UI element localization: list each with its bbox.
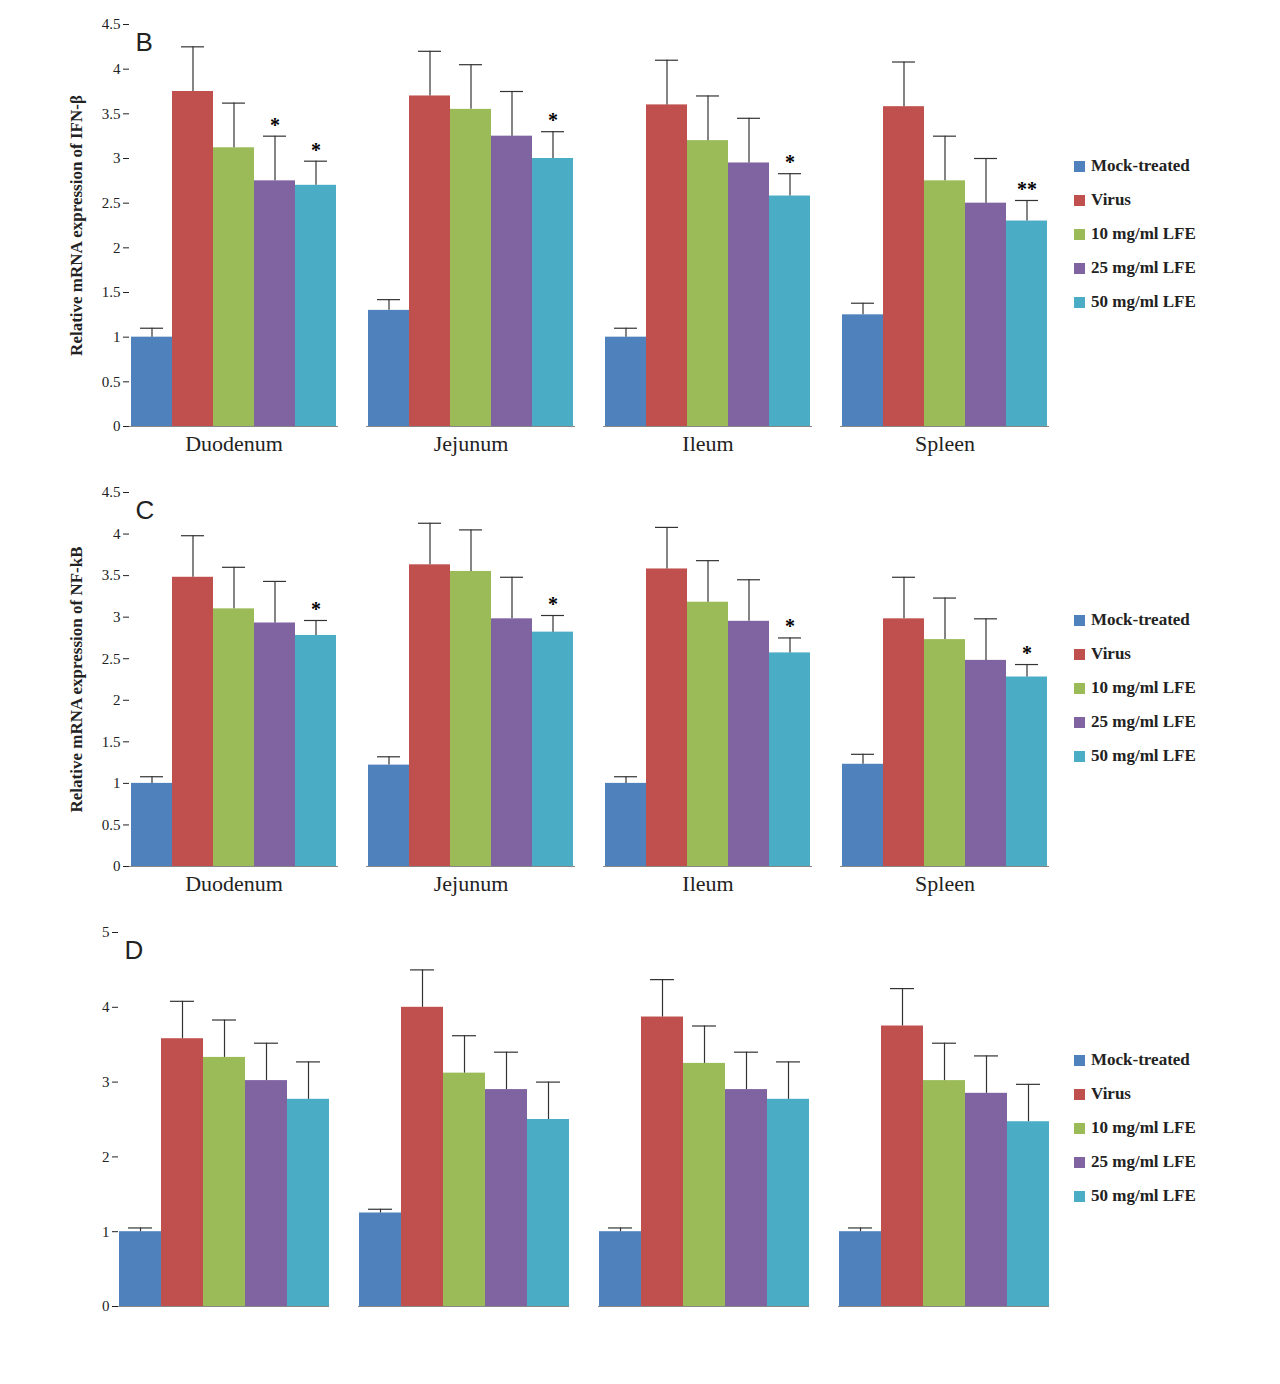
html-text:Virus: Virus — [1091, 1084, 1131, 1103]
svg-text:*: * — [548, 593, 558, 615]
svg-text:2.5: 2.5 — [102, 651, 121, 667]
svg-text:3: 3 — [113, 609, 121, 625]
svg-text:*: * — [311, 139, 321, 161]
svg-text:4.5: 4.5 — [102, 16, 121, 32]
svg-text:Ileum: Ileum — [682, 431, 733, 456]
svg-text:Duodenum: Duodenum — [185, 431, 283, 456]
html-text:10 mg/ml LFE: 10 mg/ml LFE — [1091, 678, 1196, 697]
svg-text:*: * — [785, 151, 795, 173]
html-text:50 mg/ml LFE: 50 mg/ml LFE — [1091, 292, 1196, 311]
svg-text:5: 5 — [102, 924, 110, 940]
html-text:10 mg/ml LFE: 10 mg/ml LFE — [1091, 224, 1196, 243]
html-text:Virus: Virus — [1091, 190, 1131, 209]
svg-text:4.5: 4.5 — [102, 484, 121, 500]
html-text:Mock-treated: Mock-treated — [1091, 156, 1190, 175]
svg-text:3: 3 — [102, 1074, 110, 1090]
svg-text:Duodenum: Duodenum — [185, 871, 283, 896]
html-text:Mock-treated: Mock-treated — [1091, 610, 1190, 629]
html-text:Virus: Virus — [1091, 644, 1131, 663]
svg-text:2: 2 — [113, 240, 121, 256]
svg-text:1: 1 — [102, 1224, 110, 1240]
svg-text:3.5: 3.5 — [102, 567, 121, 583]
svg-text:B: B — [136, 27, 153, 57]
svg-text:3: 3 — [113, 150, 121, 166]
html-text:50 mg/ml LFE: 50 mg/ml LFE — [1091, 746, 1196, 765]
svg-text:**: ** — [1017, 178, 1037, 200]
svg-text:*: * — [1022, 642, 1032, 664]
svg-text:*: * — [270, 114, 280, 136]
svg-text:Jejunum: Jejunum — [434, 431, 509, 456]
html-text:25 mg/ml LFE: 25 mg/ml LFE — [1091, 712, 1196, 731]
svg-text:*: * — [311, 598, 321, 620]
svg-text:Spleen: Spleen — [915, 871, 975, 896]
html-text:10 mg/ml LFE: 10 mg/ml LFE — [1091, 1118, 1196, 1137]
svg-text:2.5: 2.5 — [102, 195, 121, 211]
html-text:25 mg/ml LFE: 25 mg/ml LFE — [1091, 1152, 1196, 1171]
svg-text:*: * — [785, 615, 795, 637]
svg-text:4: 4 — [113, 61, 121, 77]
html-text:Mock-treated: Mock-treated — [1091, 1050, 1190, 1069]
svg-text:1.5: 1.5 — [102, 284, 121, 300]
svg-text:3.5: 3.5 — [102, 106, 121, 122]
svg-text:0.5: 0.5 — [102, 817, 121, 833]
svg-text:2: 2 — [102, 1149, 110, 1165]
html-text:25 mg/ml LFE: 25 mg/ml LFE — [1091, 258, 1196, 277]
html-text:50 mg/ml LFE: 50 mg/ml LFE — [1091, 1186, 1196, 1205]
svg-text:0: 0 — [113, 858, 121, 874]
svg-text:Relative mRNA expression of NF: Relative mRNA expression of NF-kB — [67, 547, 86, 813]
svg-text:0.5: 0.5 — [102, 374, 121, 390]
svg-text:Ileum: Ileum — [682, 871, 733, 896]
svg-text:4: 4 — [102, 999, 110, 1015]
svg-text:1: 1 — [113, 329, 121, 345]
svg-text:D: D — [125, 935, 144, 965]
svg-text:1: 1 — [113, 775, 121, 791]
svg-text:Relative mRNA expression of IF: Relative mRNA expression of IFN-β — [67, 95, 86, 356]
svg-text:1.5: 1.5 — [102, 734, 121, 750]
svg-text:Spleen: Spleen — [915, 431, 975, 456]
svg-text:4: 4 — [113, 526, 121, 542]
svg-text:0: 0 — [102, 1298, 110, 1314]
svg-text:2: 2 — [113, 692, 121, 708]
svg-text:*: * — [548, 109, 558, 131]
svg-text:Jejunum: Jejunum — [434, 871, 509, 896]
svg-text:C: C — [136, 495, 155, 525]
svg-text:0: 0 — [113, 418, 121, 434]
